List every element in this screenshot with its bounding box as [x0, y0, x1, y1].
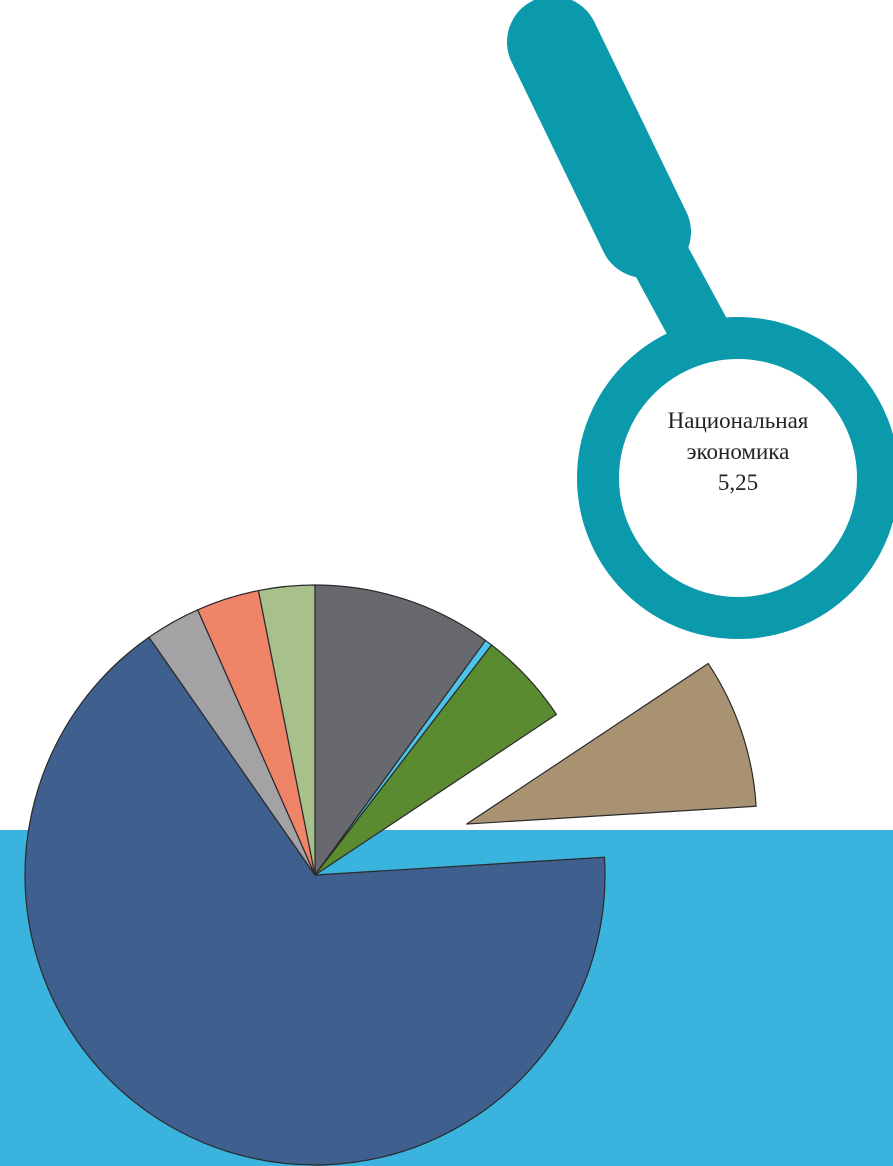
- magnifier: [507, 0, 893, 639]
- pie-slice: [24, 636, 606, 1166]
- pie: [24, 584, 757, 1166]
- pie-slice: [314, 644, 558, 876]
- pie-slice: [257, 584, 316, 876]
- magnifier-handle: [507, 0, 691, 278]
- pie-slice: [466, 662, 757, 825]
- lens-label: Национальная экономика 5,25: [618, 405, 858, 498]
- category-label: Национальная экономика: [667, 408, 809, 464]
- pie-slice: [314, 584, 487, 876]
- magnifier-ring: [577, 317, 893, 639]
- value-label: 5,25: [717, 470, 759, 495]
- magnifier-neck: [635, 247, 727, 347]
